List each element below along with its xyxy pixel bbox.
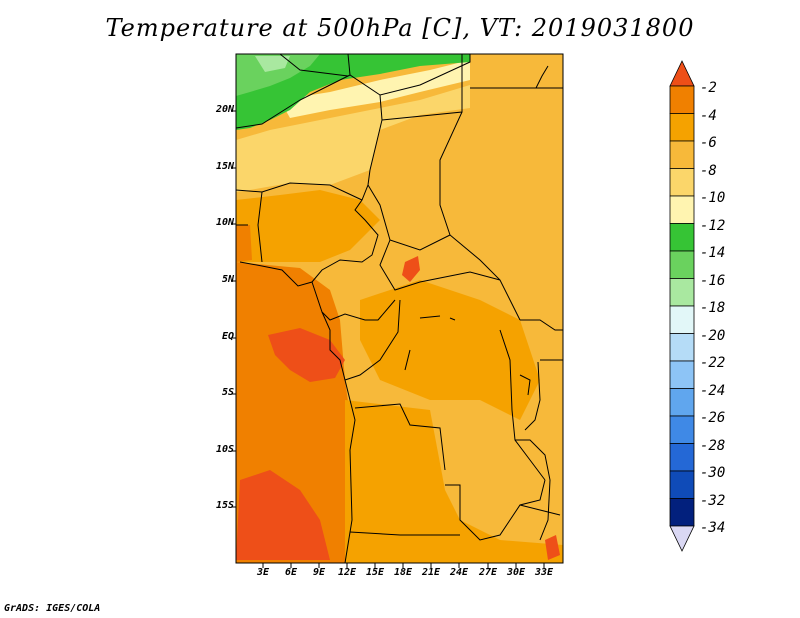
colorbar-label-m20: -20 (700, 328, 726, 344)
colorbar-label-m14: -14 (700, 245, 726, 261)
colorbar-label-m12: -12 (700, 218, 726, 234)
country-borders (235, 53, 563, 564)
lon-label-9e: 9E (312, 567, 326, 578)
lat-label-5n: 5N (221, 274, 234, 285)
colorbar-label-m22: -22 (700, 355, 726, 371)
colorbar-segment (669, 388, 695, 417)
lon-label-33e: 33E (534, 567, 554, 578)
colorbar-segment (669, 113, 695, 142)
colorbar-label-m26: -26 (700, 410, 726, 426)
colorbar-label-m4: -4 (700, 108, 717, 124)
map-title: Temperature at 500hPa [C], VT: 201903180… (105, 14, 695, 42)
colorbar-segment (669, 223, 695, 252)
colorbar-segment (669, 525, 695, 552)
lat-label-15n: 15N (215, 161, 234, 172)
colorbar-label-m18: -18 (700, 300, 726, 316)
colorbar-segment (669, 415, 695, 444)
lat-label-5s: 5S (221, 387, 234, 398)
colorbar-segment (669, 60, 695, 87)
colorbar-segment (669, 168, 695, 197)
lat-label-15s: 15S (215, 500, 234, 511)
colorbar-label-m10: -10 (700, 190, 726, 206)
colorbar-segment (669, 85, 695, 114)
colorbar-segment (669, 360, 695, 389)
colorbar-label-m34: -34 (700, 520, 726, 536)
colorbar-label-m32: -32 (700, 493, 726, 509)
lon-label-6e: 6E (284, 567, 298, 578)
colorbar-segment (669, 333, 695, 362)
colorbar-label-m28: -28 (700, 438, 726, 454)
lat-label-20n: 20N (215, 104, 234, 115)
lon-label-30e: 30E (506, 567, 526, 578)
lon-label-21e: 21E (421, 567, 441, 578)
lon-label-27e: 27E (478, 567, 498, 578)
colorbar-label-m30: -30 (700, 465, 726, 481)
colorbar-label-m8: -8 (700, 163, 717, 179)
grads-credit: GrADS: IGES/COLA (4, 603, 101, 614)
lat-label-eq: EQ (221, 331, 234, 342)
lat-label-10s: 10S (215, 444, 234, 455)
colorbar-segment (669, 443, 695, 472)
colorbar-segment (669, 498, 695, 527)
colorbar-label-m2: -2 (700, 80, 717, 96)
colorbar-segment (669, 305, 695, 334)
colorbar-segment (669, 140, 695, 169)
colorbar-label-m6: -6 (700, 135, 717, 151)
lon-label-18e: 18E (393, 567, 413, 578)
lat-label-10n: 10N (215, 217, 234, 228)
colorbar-label-m24: -24 (700, 383, 726, 399)
colorbar-label-m16: -16 (700, 273, 726, 289)
map-ticks (231, 110, 545, 568)
colorbar-segment (669, 195, 695, 224)
lon-label-24e: 24E (449, 567, 469, 578)
lon-label-12e: 12E (337, 567, 357, 578)
colorbar-segment (669, 250, 695, 279)
map-frame (235, 53, 564, 564)
lon-label-15e: 15E (365, 567, 385, 578)
colorbar-segment (669, 470, 695, 499)
colorbar-segment (669, 278, 695, 307)
lon-label-3e: 3E (256, 567, 270, 578)
